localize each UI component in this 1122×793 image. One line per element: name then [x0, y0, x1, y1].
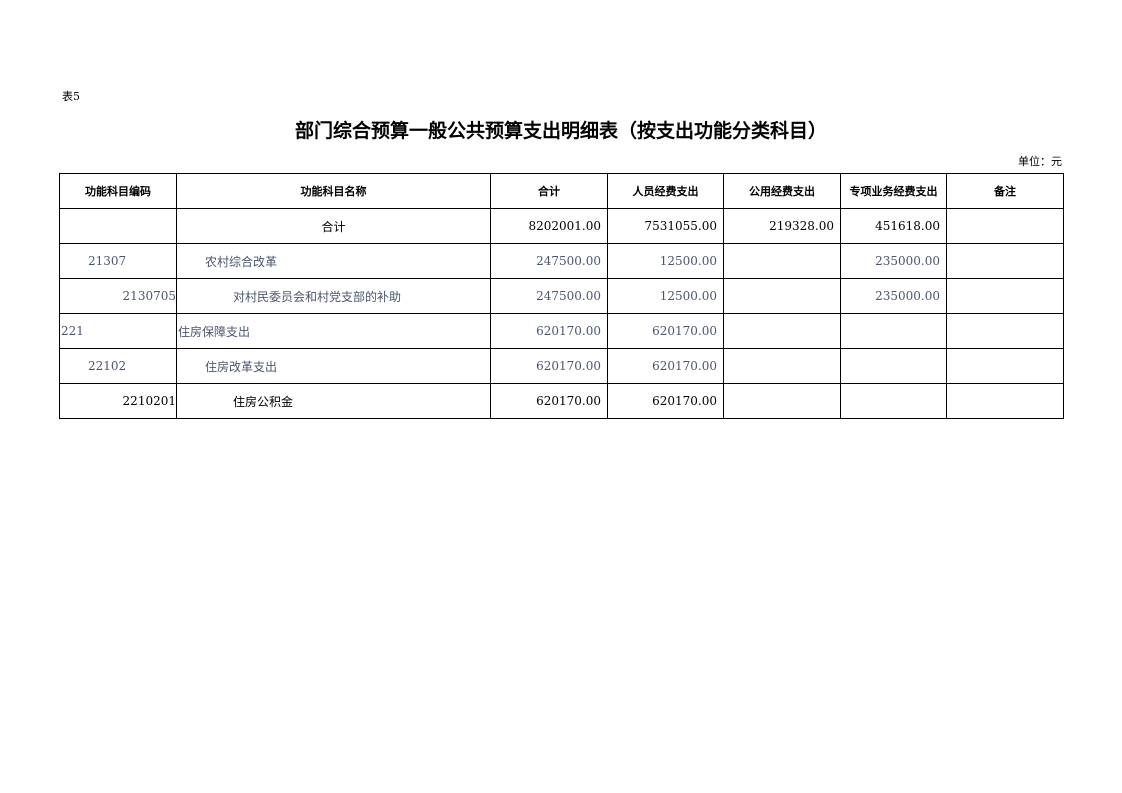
- cell-note: [946, 348, 1064, 384]
- header-special: 专项业务经费支出: [840, 173, 947, 209]
- cell-special: 451618.00: [840, 208, 947, 244]
- header-total: 合计: [490, 173, 608, 209]
- cell-name: 对村民委员会和村党支部的补助: [176, 278, 491, 314]
- cell-name: 农村综合改革: [176, 243, 491, 279]
- budget-table: 功能科目编码 功能科目名称 合计 人员经费支出 公用经费支出 专项业务经费支出 …: [59, 173, 1064, 419]
- cell-note: [946, 278, 1064, 314]
- cell-code: [59, 208, 177, 244]
- cell-personnel: 12500.00: [607, 243, 724, 279]
- cell-total: 620170.00: [490, 313, 608, 349]
- cell-note: [946, 383, 1064, 419]
- cell-name: 住房改革支出: [176, 348, 491, 384]
- table-row: 合计 8202001.00 7531055.00 219328.00 451618.00: [59, 208, 1064, 244]
- cell-personnel: 620170.00: [607, 348, 724, 384]
- cell-name: 合计: [176, 208, 491, 244]
- header-row: 功能科目编码 功能科目名称 合计 人员经费支出 公用经费支出 专项业务经费支出 …: [59, 173, 1064, 209]
- cell-special: [840, 313, 947, 349]
- header-public: 公用经费支出: [723, 173, 841, 209]
- header-name: 功能科目名称: [176, 173, 491, 209]
- cell-personnel: 620170.00: [607, 313, 724, 349]
- cell-code: 2210201: [59, 383, 177, 419]
- cell-name: 住房保障支出: [176, 313, 491, 349]
- table-row: 221 住房保障支出 620170.00 620170.00: [59, 313, 1064, 349]
- cell-note: [946, 243, 1064, 279]
- cell-public: [723, 278, 841, 314]
- cell-public: 219328.00: [723, 208, 841, 244]
- page-title: 部门综合预算一般公共预算支出明细表（按支出功能分类科目）: [294, 120, 827, 142]
- cell-code: 2130705: [59, 278, 177, 314]
- header-code: 功能科目编码: [59, 173, 177, 209]
- cell-total: 620170.00: [490, 348, 608, 384]
- cell-special: [840, 348, 947, 384]
- cell-public: [723, 348, 841, 384]
- table-row: 22102 住房改革支出 620170.00 620170.00: [59, 348, 1064, 384]
- cell-total: 247500.00: [490, 278, 608, 314]
- cell-note: [946, 208, 1064, 244]
- cell-personnel: 12500.00: [607, 278, 724, 314]
- cell-code: 221: [59, 313, 177, 349]
- cell-total: 8202001.00: [490, 208, 608, 244]
- table-number: 表5: [62, 90, 80, 103]
- cell-name: 住房公积金: [176, 383, 491, 419]
- table-row: 2210201 住房公积金 620170.00 620170.00: [59, 383, 1064, 419]
- header-personnel: 人员经费支出: [607, 173, 724, 209]
- cell-public: [723, 383, 841, 419]
- cell-code: 21307: [59, 243, 177, 279]
- cell-total: 247500.00: [490, 243, 608, 279]
- cell-personnel: 7531055.00: [607, 208, 724, 244]
- cell-special: 235000.00: [840, 243, 947, 279]
- table-row: 2130705 对村民委员会和村党支部的补助 247500.00 12500.00 23…: [59, 278, 1064, 314]
- cell-special: 235000.00: [840, 278, 947, 314]
- cell-note: [946, 313, 1064, 349]
- cell-special: [840, 383, 947, 419]
- cell-personnel: 620170.00: [607, 383, 724, 419]
- unit-label: 单位：元: [1018, 155, 1062, 168]
- cell-total: 620170.00: [490, 383, 608, 419]
- cell-code: 22102: [59, 348, 177, 384]
- header-note: 备注: [946, 173, 1064, 209]
- cell-public: [723, 313, 841, 349]
- cell-public: [723, 243, 841, 279]
- table-row: 21307 农村综合改革 247500.00 12500.00 235000.00: [59, 243, 1064, 279]
